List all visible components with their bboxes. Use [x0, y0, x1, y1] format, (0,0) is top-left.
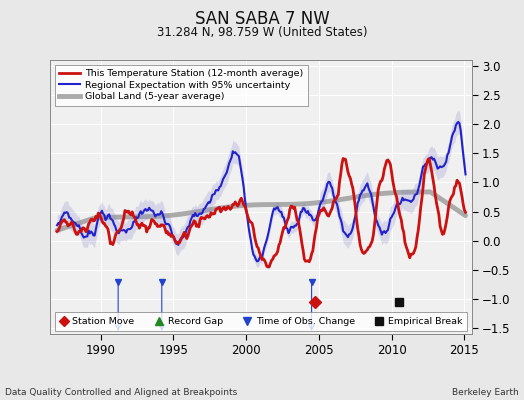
Text: Berkeley Earth: Berkeley Earth: [452, 388, 519, 397]
Text: Data Quality Controlled and Aligned at Breakpoints: Data Quality Controlled and Aligned at B…: [5, 388, 237, 397]
Legend: Station Move, Record Gap, Time of Obs. Change, Empirical Break: Station Move, Record Gap, Time of Obs. C…: [54, 312, 467, 331]
Text: SAN SABA 7 NW: SAN SABA 7 NW: [194, 10, 330, 28]
Text: 31.284 N, 98.759 W (United States): 31.284 N, 98.759 W (United States): [157, 26, 367, 39]
